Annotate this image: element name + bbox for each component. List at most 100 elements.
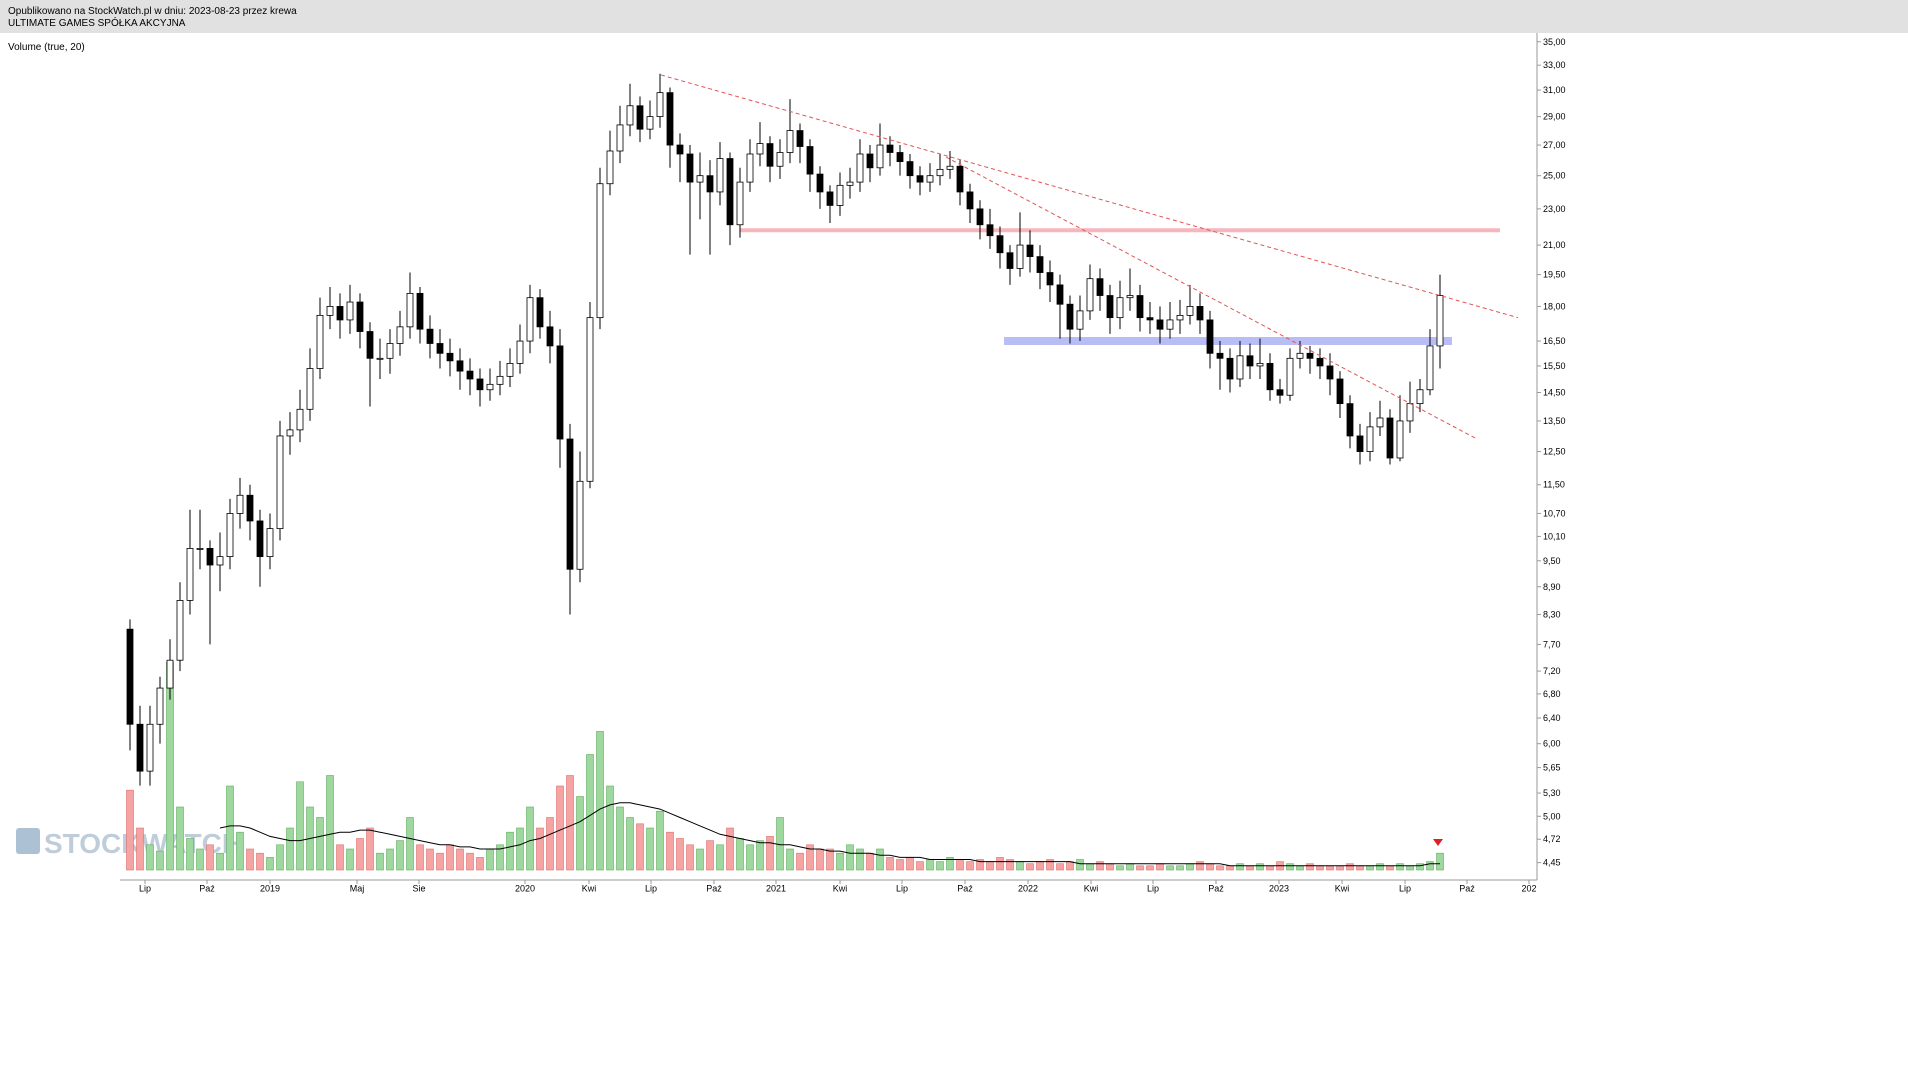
volume-bar	[1246, 865, 1254, 871]
candle-body	[566, 438, 574, 570]
volume-bar	[1046, 859, 1054, 871]
candle-body	[1086, 278, 1094, 312]
volume-bar	[886, 857, 894, 871]
candle-body	[1006, 252, 1014, 269]
y-tick-label: 8,30	[1543, 610, 1561, 620]
candle-body	[656, 92, 664, 118]
volume-bar	[1286, 863, 1294, 871]
volume-bar	[1076, 859, 1084, 871]
volume-bar	[1326, 865, 1334, 871]
volume-bar	[1416, 863, 1424, 871]
candle-body	[436, 343, 444, 354]
candle-body	[816, 173, 824, 193]
candle-body	[916, 175, 924, 183]
candle-body	[336, 306, 344, 321]
candle-body	[1396, 420, 1404, 459]
candle-body	[1426, 345, 1434, 391]
candle-body	[866, 153, 874, 169]
x-tick-label: Lip	[1147, 883, 1159, 893]
candle-body	[356, 301, 364, 332]
volume-bar	[286, 827, 294, 871]
candle-body	[286, 429, 294, 437]
candle-body	[136, 723, 144, 772]
candle-body	[346, 301, 354, 321]
volume-bar	[816, 848, 824, 871]
volume-bar	[756, 840, 764, 871]
candle-body	[686, 153, 694, 183]
signal-marker	[1433, 839, 1443, 846]
volume-bar	[996, 857, 1004, 871]
volume-bar	[1106, 863, 1114, 871]
candle-body	[396, 326, 404, 344]
x-tick-label: 202	[1521, 883, 1536, 893]
candle-body	[1026, 244, 1034, 258]
x-tick-label: Paź	[706, 883, 722, 893]
x-tick-label: Maj	[350, 883, 365, 893]
candle-body	[1146, 317, 1154, 321]
volume-bar	[256, 852, 264, 871]
candle-body	[886, 144, 894, 153]
volume-bar	[1126, 863, 1134, 871]
candle-body	[666, 92, 674, 146]
trend-line	[660, 74, 1519, 319]
x-tick-label: Lip	[645, 883, 657, 893]
volume-bar	[1166, 865, 1174, 871]
candle-body	[296, 408, 304, 431]
candle-body	[376, 357, 384, 360]
volume-bar	[1426, 861, 1434, 871]
volume-bar	[436, 852, 444, 871]
volume-bar	[1136, 865, 1144, 871]
volume-bar	[326, 775, 334, 871]
y-tick-label: 11,50	[1543, 480, 1565, 490]
candle-body	[196, 548, 204, 550]
y-tick-label: 35,00	[1543, 37, 1566, 47]
y-tick-label: 33,00	[1543, 60, 1566, 70]
x-tick-label: 2023	[1269, 883, 1289, 893]
candle-body	[1076, 310, 1084, 330]
volume-bar	[1146, 865, 1154, 871]
y-tick-label: 6,00	[1543, 739, 1561, 749]
y-tick-label: 8,90	[1543, 582, 1561, 592]
candle-body	[1096, 278, 1104, 296]
volume-bar	[536, 827, 544, 871]
volume-bar	[506, 831, 514, 871]
candle-body	[616, 124, 624, 152]
candle-body	[476, 378, 484, 391]
volume-bar	[336, 844, 344, 871]
volume-bar	[1186, 863, 1194, 871]
volume-bar	[706, 840, 714, 871]
candle-body	[606, 150, 614, 185]
volume-bar	[276, 844, 284, 871]
candle-body	[776, 152, 784, 167]
volume-bar	[176, 806, 184, 871]
volume-bar	[836, 852, 844, 871]
candle-body	[956, 165, 964, 193]
candle-body	[256, 520, 264, 558]
candle-body	[556, 345, 564, 440]
volume-bar	[1156, 863, 1164, 871]
candle-body	[996, 235, 1004, 254]
y-tick-label: 7,70	[1543, 639, 1561, 649]
volume-bar	[316, 817, 324, 871]
volume-bar	[786, 848, 794, 871]
candle-body	[1116, 297, 1124, 319]
y-tick-label: 9,50	[1543, 556, 1561, 566]
candle-body	[1296, 352, 1304, 359]
volume-bar	[1236, 863, 1244, 871]
y-tick-label: 5,65	[1543, 763, 1561, 773]
volume-bar	[1226, 865, 1234, 871]
y-tick-label: 10,10	[1543, 531, 1566, 541]
volume-bar	[1116, 865, 1124, 871]
candle-body	[276, 435, 284, 530]
candle-body	[786, 130, 794, 153]
candle-body	[1156, 319, 1164, 330]
x-tick-label: Lip	[1399, 883, 1411, 893]
candle-body	[1356, 435, 1364, 452]
candle-body	[1176, 314, 1184, 321]
candle-body	[1406, 403, 1414, 422]
candle-body	[536, 297, 544, 328]
header-line: ULTIMATE GAMES SPÓŁKA AKCYJNA	[8, 16, 186, 29]
candle-body	[1216, 352, 1224, 359]
candle-body	[216, 556, 224, 566]
